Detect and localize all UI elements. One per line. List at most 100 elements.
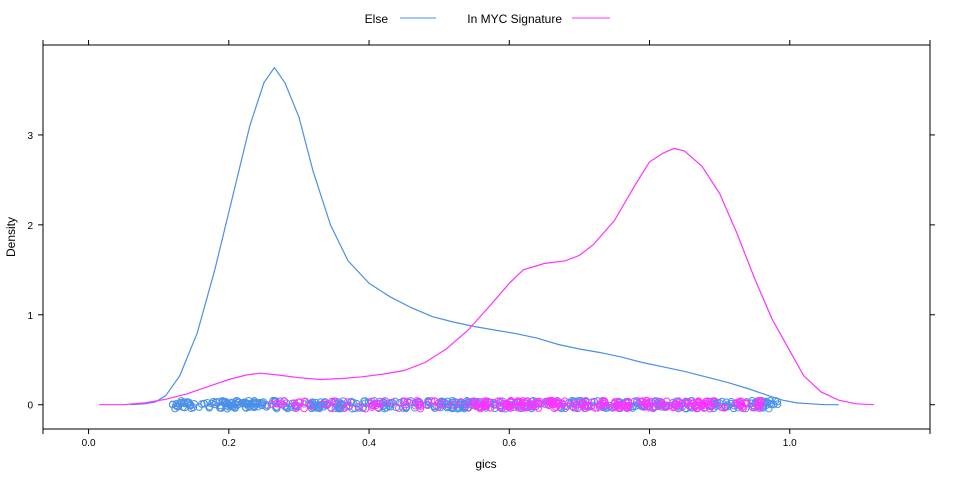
rug-point-myc xyxy=(294,398,303,407)
rug-point-myc xyxy=(494,397,502,405)
legend-label-myc: In MYC Signature xyxy=(467,12,562,26)
rug-point-myc xyxy=(710,397,719,405)
rug-point-myc xyxy=(553,397,561,405)
rug-point-myc xyxy=(624,398,633,406)
rug-point-else xyxy=(231,404,239,412)
rug-point-myc xyxy=(532,399,540,408)
rug-point-myc xyxy=(267,400,276,408)
rug-point-myc xyxy=(300,404,308,413)
rug-point-else xyxy=(233,397,241,406)
rug-point-myc xyxy=(520,402,528,411)
rug-point-myc xyxy=(613,402,621,410)
rug-point-myc xyxy=(720,403,728,412)
rug-point-else xyxy=(171,404,179,413)
axes: 0.0 0.2 0.4 0.6 0.8 1.0 0 1 2 3 xyxy=(27,40,935,449)
rug-point-myc xyxy=(379,398,388,406)
density-lines xyxy=(99,66,874,406)
rug-point-myc xyxy=(555,399,563,408)
rug-point-myc xyxy=(430,397,439,405)
rug-point-myc xyxy=(600,397,609,406)
rug-point-myc xyxy=(643,396,651,405)
rug-point-myc xyxy=(698,401,706,410)
rug-point-myc xyxy=(414,398,422,407)
rug-point-myc xyxy=(403,397,412,406)
rug-point-else xyxy=(331,404,340,413)
rug-point-else xyxy=(205,403,214,412)
y-tick-label: 1 xyxy=(27,311,33,322)
rug-point-myc xyxy=(319,400,327,409)
rug-point-myc xyxy=(497,404,506,413)
rug-point-myc xyxy=(658,398,666,407)
rug-point-myc xyxy=(570,399,579,408)
rug-point-myc xyxy=(697,401,705,409)
rug-point-myc xyxy=(601,401,610,410)
rug-point-else xyxy=(223,401,232,410)
rug-point-else xyxy=(244,397,253,405)
x-tick-label: 0.0 xyxy=(82,438,96,449)
rug-point-myc xyxy=(327,404,336,413)
legend: Else In MYC Signature xyxy=(365,12,610,26)
rug-point-else xyxy=(349,398,357,407)
rug-point-else xyxy=(461,402,470,411)
rug-point-myc xyxy=(273,399,281,408)
rug-point-else xyxy=(172,401,180,410)
y-axis-title: Density xyxy=(4,217,18,257)
rug-point-myc xyxy=(581,402,589,410)
density-line-myc xyxy=(99,147,874,406)
rug-point-else xyxy=(723,402,732,411)
rug-point-myc xyxy=(306,402,315,410)
rug-point-myc xyxy=(742,400,750,408)
rug-point-else xyxy=(180,399,189,408)
y-tick-label: 3 xyxy=(27,131,33,142)
rug-point-else xyxy=(767,400,776,409)
rug-point-myc xyxy=(754,396,763,405)
rug-point-myc xyxy=(633,397,641,405)
rug-point-myc xyxy=(683,399,692,407)
rug-point-else xyxy=(257,401,265,409)
rug-point-myc xyxy=(595,401,604,409)
rug-point-myc xyxy=(278,400,287,409)
rug-point-myc xyxy=(450,401,458,409)
rug-point-else xyxy=(229,403,237,411)
rug-point-else xyxy=(249,398,258,406)
rug-point-myc xyxy=(373,403,382,412)
rug-point-myc xyxy=(689,399,698,407)
rug-point-else xyxy=(250,403,259,412)
rug-point-else xyxy=(173,402,181,410)
rug-point-myc xyxy=(754,399,762,407)
rug-point-else xyxy=(382,403,391,412)
rug-point-myc xyxy=(649,403,658,412)
rug-point-myc xyxy=(422,400,431,409)
rug-point-myc xyxy=(427,397,436,405)
rug-point-else xyxy=(224,402,233,411)
rug-point-myc xyxy=(572,401,580,409)
rug-point-myc xyxy=(654,397,663,406)
rug-point-else xyxy=(335,398,343,406)
rug-point-else xyxy=(271,398,279,407)
rug-point-myc xyxy=(331,397,340,406)
x-tick-label: 1.0 xyxy=(783,438,797,449)
rug-point-myc xyxy=(486,404,495,412)
rug-point-myc xyxy=(481,402,489,411)
rug-point-else xyxy=(769,400,778,409)
rug-point-myc xyxy=(470,399,479,408)
rug-point-myc xyxy=(518,397,527,405)
rug-point-else xyxy=(195,403,203,411)
rug-point-myc xyxy=(615,404,623,413)
rug-point-else xyxy=(235,398,243,407)
rug-point-myc xyxy=(434,399,443,407)
rug-point-myc xyxy=(507,398,516,407)
rug-point-myc xyxy=(395,404,403,412)
rug-point-myc xyxy=(387,398,395,407)
rug-points xyxy=(168,396,782,413)
rug-point-else xyxy=(203,398,212,407)
rug-point-myc xyxy=(344,402,353,411)
rug-point-myc xyxy=(343,398,352,406)
rug-point-myc xyxy=(471,400,480,409)
rug-point-myc xyxy=(563,402,571,411)
rug-point-else xyxy=(339,397,348,405)
legend-label-else: Else xyxy=(365,12,389,26)
rug-point-else xyxy=(360,397,368,406)
plot-panel xyxy=(42,44,931,430)
